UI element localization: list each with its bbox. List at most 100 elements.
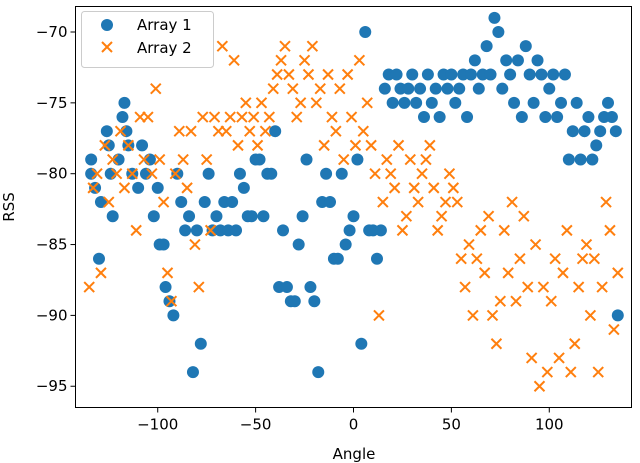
point-array-2-64 xyxy=(334,82,346,95)
point-array-1-62 xyxy=(312,366,325,379)
point-array-2-130 xyxy=(592,366,604,378)
point-array-2-90 xyxy=(435,210,448,222)
point-array-1-56 xyxy=(288,295,301,308)
point-array-1-1 xyxy=(85,167,98,180)
point-array-2-91 xyxy=(439,196,452,208)
point-array-1-20 xyxy=(151,181,164,194)
point-array-1-101 xyxy=(464,68,477,81)
point-array-2-50 xyxy=(279,40,291,52)
point-array-1-120 xyxy=(539,111,552,124)
point-array-2-106 xyxy=(498,224,510,237)
point-array-1-113 xyxy=(511,54,524,67)
point-array-1-117 xyxy=(527,96,540,109)
point-array-2-10 xyxy=(122,139,135,152)
point-array-2-38 xyxy=(232,139,244,152)
point-array-2-8 xyxy=(114,125,127,137)
points-layer xyxy=(83,11,624,392)
point-array-2-107 xyxy=(502,267,514,279)
point-array-2-32 xyxy=(208,111,221,123)
point-array-1-126 xyxy=(562,153,575,166)
point-array-1-102 xyxy=(468,54,481,67)
point-array-2-24 xyxy=(177,153,189,166)
y-tick-label: −90 xyxy=(36,306,68,324)
point-array-1-33 xyxy=(198,196,211,209)
point-array-2-75 xyxy=(377,196,389,208)
point-array-2-135 xyxy=(612,267,624,279)
point-array-2-105 xyxy=(494,295,507,307)
point-array-2-119 xyxy=(549,253,561,265)
legend-marker-array-2 xyxy=(101,41,113,53)
point-array-2-94 xyxy=(451,196,463,208)
point-array-1-131 xyxy=(582,111,595,124)
point-array-2-79 xyxy=(392,139,405,152)
point-array-1-5 xyxy=(100,125,113,138)
point-array-2-84 xyxy=(412,196,424,208)
point-array-1-129 xyxy=(574,153,587,166)
x-axis-ticks: −100 −50 0 50 100 xyxy=(137,407,564,434)
point-array-2-122 xyxy=(561,224,573,237)
point-array-1-36 xyxy=(210,210,223,223)
point-array-2-52 xyxy=(287,82,299,95)
point-array-1-77 xyxy=(370,252,383,265)
point-array-1-17 xyxy=(139,167,152,180)
point-array-2-5 xyxy=(103,196,115,208)
point-array-2-15 xyxy=(142,111,154,123)
point-array-1-109 xyxy=(496,82,509,95)
x-tick-label: 0 xyxy=(349,416,359,434)
point-array-2-71 xyxy=(361,97,373,109)
legend-marker-array-1 xyxy=(101,19,113,31)
point-array-2-54 xyxy=(294,97,307,109)
point-array-1-6 xyxy=(102,139,115,152)
point-array-2-115 xyxy=(533,380,546,392)
point-array-2-41 xyxy=(244,125,256,137)
point-array-1-2 xyxy=(89,181,102,194)
point-array-2-28 xyxy=(193,281,205,293)
point-array-2-34 xyxy=(216,40,229,52)
point-array-2-48 xyxy=(271,68,283,81)
point-array-2-9 xyxy=(118,182,131,194)
point-array-2-82 xyxy=(404,153,416,166)
point-array-2-123 xyxy=(565,366,577,378)
point-array-2-102 xyxy=(482,210,495,222)
point-array-1-59 xyxy=(300,153,313,166)
point-array-2-128 xyxy=(584,309,597,322)
point-array-2-23 xyxy=(173,125,185,137)
point-array-2-67 xyxy=(345,111,358,123)
point-array-1-127 xyxy=(566,125,579,138)
point-array-1-31 xyxy=(190,224,203,237)
point-array-1-28 xyxy=(179,224,192,237)
point-array-1-103 xyxy=(472,82,485,95)
y-tick-label: −70 xyxy=(36,23,68,41)
point-array-1-72 xyxy=(351,153,364,166)
point-array-2-112 xyxy=(522,281,534,293)
point-array-2-0 xyxy=(83,281,95,293)
point-array-1-64 xyxy=(320,167,333,180)
point-array-1-73 xyxy=(355,337,368,350)
point-array-1-133 xyxy=(590,139,603,152)
point-array-1-81 xyxy=(386,96,399,109)
point-array-2-35 xyxy=(220,125,232,137)
point-array-1-61 xyxy=(308,295,321,308)
point-array-2-36 xyxy=(224,111,236,123)
point-array-2-20 xyxy=(161,267,174,279)
point-array-2-89 xyxy=(431,224,444,237)
point-array-2-113 xyxy=(525,352,538,364)
point-array-1-9 xyxy=(112,153,125,166)
point-array-2-92 xyxy=(443,167,456,180)
point-array-1-8 xyxy=(106,210,119,223)
point-array-2-25 xyxy=(181,182,193,194)
point-array-2-46 xyxy=(263,111,276,123)
point-array-2-72 xyxy=(365,139,377,152)
point-array-1-54 xyxy=(280,281,293,294)
point-array-1-138 xyxy=(609,125,622,138)
point-array-2-88 xyxy=(428,182,440,194)
x-tick-label: −100 xyxy=(137,416,178,434)
point-array-1-123 xyxy=(551,111,564,124)
point-array-1-90 xyxy=(421,68,434,81)
legend-label-array-2: Array 2 xyxy=(137,39,192,57)
point-array-1-53 xyxy=(277,224,290,237)
point-array-1-19 xyxy=(147,210,160,223)
point-array-2-31 xyxy=(204,224,217,237)
point-array-2-42 xyxy=(247,111,260,123)
